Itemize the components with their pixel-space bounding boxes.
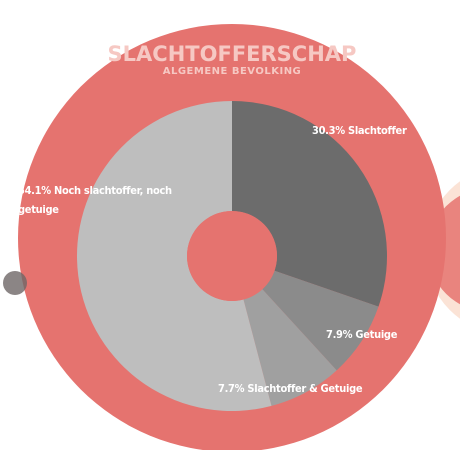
category-label: Slachtoffer & Getuige (247, 382, 363, 395)
donut (76, 100, 387, 412)
category-label: Noch slachtoffer, noch getuige (18, 184, 172, 216)
chart-subtitle: ALGEMENE BEVOLKING (162, 66, 302, 77)
value-label: 7.9% (326, 328, 353, 341)
decor-dot (3, 271, 27, 295)
slice-label: 30.3% Slachtoffer (312, 121, 460, 140)
category-label: Slachtoffer (348, 124, 407, 137)
value-label: 7.7% (218, 382, 245, 395)
slice (262, 270, 379, 371)
category-label: Getuige (355, 328, 398, 341)
slice-label: 7.7% Slachtoffer & Getuige (218, 379, 448, 398)
value-label: 54.1% (18, 184, 51, 197)
chart-title: SLACHTOFFERSCHAP (107, 42, 357, 66)
slice (76, 100, 272, 412)
slice-label: 54.1% Noch slachtoffer, noch getuige (18, 181, 198, 219)
slice (232, 101, 387, 307)
slice (243, 289, 337, 406)
slice-label: 7.9% Getuige (326, 325, 456, 344)
donut-hole (187, 211, 277, 301)
value-label: 30.3% (312, 124, 345, 137)
